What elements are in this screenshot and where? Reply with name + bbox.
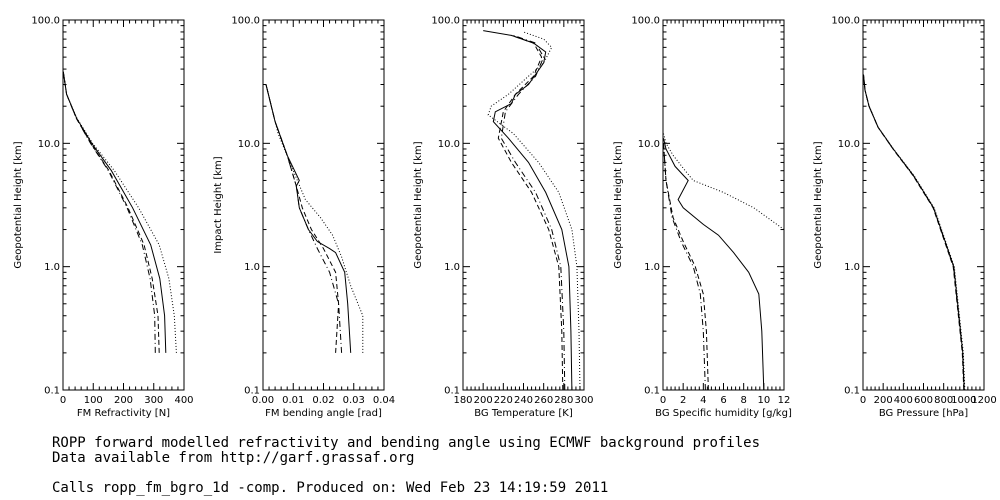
y-tick-label: 100.0 [831,16,860,27]
y-tick-label: 10.0 [638,139,660,150]
series-line-dotted [663,133,785,230]
x-axis-label: BG Temperature [K] [474,408,573,419]
series-line-dotted [265,84,364,353]
y-tick-label: 1.0 [644,262,660,273]
x-tick-label: 1000 [951,395,976,406]
caption-line-2: Data available from http://garf.grassaf.… [52,450,415,466]
series-line-dashed [62,71,160,353]
plot-frame [462,19,585,391]
x-tick-label: 200 [874,395,893,406]
y-tick-label: 1.0 [244,262,260,273]
y-axis-label: Geopotential Height [km] [613,141,624,268]
series-line-dashdot [863,74,965,391]
y-tick-label: 100.0 [631,16,660,27]
x-axis-label: BG Pressure [hPa] [879,408,968,419]
x-tick-label: 0 [60,395,66,406]
y-tick-label: 0.1 [644,386,660,397]
x-tick-label: 1200 [971,395,996,406]
y-tick-label: 100.0 [231,16,260,27]
x-tick-label: 0 [860,395,866,406]
caption-line-1: ROPP forward modelled refractivity and b… [52,435,761,451]
series-line-dashed [863,74,965,391]
x-tick-label: 8 [740,395,746,406]
x-tick-label: 400 [894,395,913,406]
x-axis-label: BG Specific humidity [g/kg] [655,408,792,419]
y-axis-label: Impact Height [km] [213,156,224,253]
y-tick-label: 10.0 [238,139,260,150]
panel-1: 0.1 1.0 10.0 100.0 0 100 200 300 400 FM Refractiv… [13,16,194,420]
y-tick-label: 1.0 [44,262,60,273]
x-axis-label: FM bending angle [rad] [265,408,382,419]
y-tick-label: 0.1 [44,386,60,397]
x-tick-label: 260 [534,395,553,406]
y-tick-label: 10.0 [438,139,460,150]
x-tick-label: 300 [144,395,163,406]
x-tick-label: 2 [680,395,686,406]
x-tick-label: 280 [554,395,573,406]
series-line-solid [863,74,965,391]
x-tick-label: 220 [494,395,513,406]
x-tick-label: 240 [514,395,533,406]
series-line-dashed [497,34,564,391]
x-tick-label: 6 [720,395,726,406]
panel-2: 0.1 1.0 10.0 100.0 0.00 0.01 0.02 0.03 0.04 FM be… [213,16,395,420]
x-tick-label: 0.00 [252,395,274,406]
y-tick-label: 10.0 [838,139,860,150]
series-line-dotted [863,74,966,391]
y-tick-label: 1.0 [844,262,860,273]
y-tick-label: 0.1 [844,386,860,397]
y-tick-label: 0.1 [444,386,460,397]
x-tick-label: 100 [84,395,103,406]
series-line-dotted [62,71,177,353]
series-line-dashed [663,143,709,391]
y-tick-label: 100.0 [31,16,60,27]
panel-4: 0.1 1.0 10.0 100.0 0 2 4 6 8 10 12 BG Specific humi… [613,16,792,420]
plot-frame [62,19,185,391]
x-tick-label: 10 [757,395,770,406]
x-tick-label: 0.02 [312,395,334,406]
x-tick-label: 200 [114,395,133,406]
x-tick-label: 12 [778,395,791,406]
series-line-dashdot [663,143,706,391]
series-line-solid [663,138,765,391]
y-tick-label: 0.1 [244,386,260,397]
series-line-dashdot [500,34,566,391]
series-line-dashed [265,84,340,353]
y-axis-label: Geopotential Height [km] [413,141,424,268]
x-tick-label: 300 [574,395,593,406]
x-axis-label: FM Refractivity [N] [77,408,170,419]
plot-frame [262,19,385,391]
x-tick-label: 400 [174,395,193,406]
x-tick-label: 0.01 [282,395,304,406]
y-tick-label: 100.0 [431,16,460,27]
plot-frame [862,19,985,391]
y-tick-label: 10.0 [38,139,60,150]
x-tick-label: 4 [700,395,706,406]
series-line-dotted [487,31,581,391]
x-tick-label: 0.04 [373,395,395,406]
y-axis-label: Geopotential Height [km] [813,141,824,268]
y-tick-label: 1.0 [444,262,460,273]
series-line-solid [483,30,573,391]
x-tick-label: 200 [474,395,493,406]
x-tick-label: 0.03 [343,395,365,406]
x-tick-label: 180 [453,395,472,406]
series-line-solid [62,71,167,353]
caption-line-3: Calls ropp_fm_bgro_1d -comp. Produced on… [52,480,609,496]
y-axis-label: Geopotential Height [km] [13,141,24,268]
series-line-dashdot [265,84,343,353]
series-line-dashdot [62,71,156,353]
x-tick-label: 0 [660,395,666,406]
x-tick-label: 800 [934,395,953,406]
x-tick-label: 600 [914,395,933,406]
